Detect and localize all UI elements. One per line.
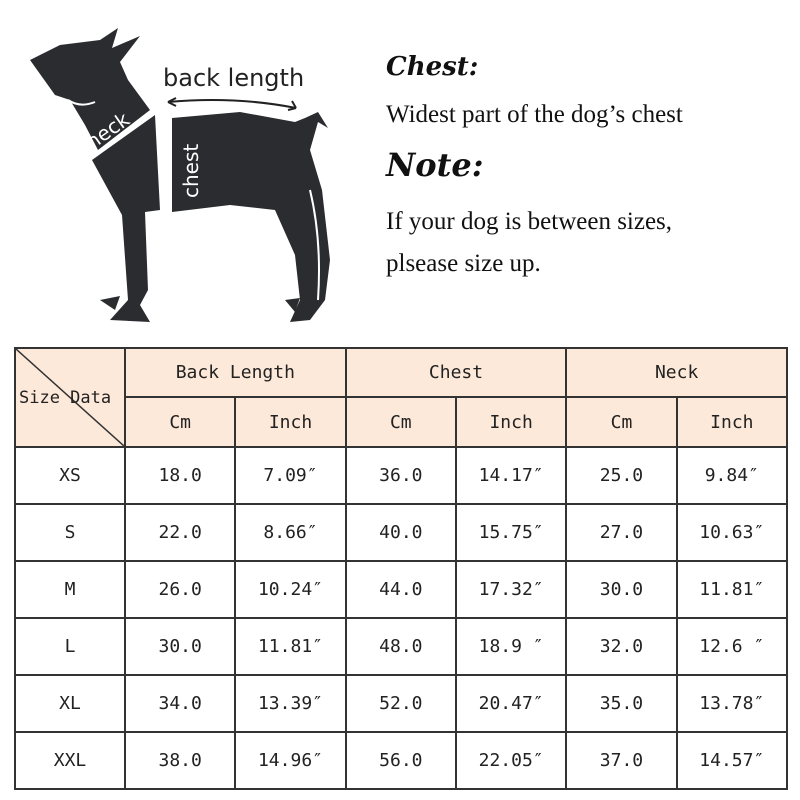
value-cell: 9.84″ <box>675 446 789 505</box>
value-cell: 30.0 <box>565 560 678 619</box>
value-cell: 56.0 <box>344 731 457 790</box>
note-line-1: If your dog is between sizes, <box>386 208 673 235</box>
size-cell: L <box>14 617 126 676</box>
value-cell: 27.0 <box>565 503 678 562</box>
value-cell: 18.9 ″ <box>454 617 568 676</box>
value-cell: 20.47″ <box>454 674 568 733</box>
chest-title: Chest: <box>386 52 479 82</box>
value-cell: 34.0 <box>123 674 237 733</box>
value-cell: 8.66″ <box>234 503 347 562</box>
value-cell: 38.0 <box>123 731 237 790</box>
value-cell: 32.0 <box>565 617 678 676</box>
table-row: XS 18.0 7.09″ 36.0 14.17″ 25.0 9.84″ <box>14 446 789 505</box>
header-row-units: Cm Inch Cm Inch Cm Inch <box>15 396 789 448</box>
value-cell: 14.96″ <box>234 731 347 790</box>
value-cell: 15.75″ <box>454 503 568 562</box>
unit-header: Cm <box>123 396 237 448</box>
unit-header: Cm <box>565 396 678 448</box>
table-row: XL 34.0 13.39″ 52.0 20.47″ 35.0 13.78″ <box>14 674 789 733</box>
chest-description: Widest part of the dog’s chest <box>386 101 683 128</box>
corner-cell: Size Data <box>14 347 126 448</box>
group-header-back-length: Back Length <box>124 347 347 398</box>
dog-measurement-illustration: back length neck chest <box>30 28 330 322</box>
back-length-label: back length <box>163 64 304 92</box>
value-cell: 13.39″ <box>234 674 347 733</box>
value-cell: 11.81″ <box>234 617 347 676</box>
value-cell: 22.0 <box>123 503 237 562</box>
size-cell: S <box>14 503 126 562</box>
table-row: XXL 38.0 14.96″ 56.0 22.05″ 37.0 14.57″ <box>14 731 789 790</box>
table-row: L 30.0 11.81″ 48.0 18.9 ″ 32.0 12.6 ″ <box>14 617 789 676</box>
value-cell: 26.0 <box>123 560 237 619</box>
unit-header: Cm <box>344 396 457 448</box>
value-cell: 22.05″ <box>454 731 568 790</box>
unit-header: Inch <box>454 396 568 448</box>
size-chart-table: Size Data Back Length Chest Neck Cm Inch… <box>14 347 789 790</box>
group-header-chest: Chest <box>344 347 568 398</box>
corner-label: Size Data <box>19 387 112 408</box>
note-title: Note: <box>386 146 484 184</box>
value-cell: 17.32″ <box>454 560 568 619</box>
value-cell: 13.78″ <box>675 674 789 733</box>
unit-header: Inch <box>234 396 347 448</box>
note-line-2: plsease size up. <box>386 250 541 277</box>
header-row-groups: Size Data Back Length Chest Neck <box>14 347 788 448</box>
value-cell: 36.0 <box>344 446 457 505</box>
value-cell: 35.0 <box>565 674 678 733</box>
table-row: M 26.0 10.24″ 44.0 17.32″ 30.0 11.81″ <box>14 560 789 619</box>
size-cell: XS <box>14 446 126 505</box>
value-cell: 14.57″ <box>675 731 789 790</box>
value-cell: 40.0 <box>344 503 457 562</box>
dog-silhouette <box>30 28 330 322</box>
chest-label: chest <box>179 144 203 198</box>
value-cell: 12.6 ″ <box>675 617 789 676</box>
value-cell: 30.0 <box>123 617 237 676</box>
value-cell: 14.17″ <box>454 446 568 505</box>
value-cell: 18.0 <box>123 446 237 505</box>
value-cell: 44.0 <box>344 560 457 619</box>
group-header-neck: Neck <box>565 347 788 398</box>
value-cell: 52.0 <box>344 674 457 733</box>
table-row: S 22.0 8.66″ 40.0 15.75″ 27.0 10.63″ <box>14 503 789 562</box>
value-cell: 7.09″ <box>234 446 347 505</box>
unit-header: Inch <box>675 396 789 448</box>
size-cell: XXL <box>14 731 126 790</box>
value-cell: 37.0 <box>565 731 678 790</box>
value-cell: 11.81″ <box>675 560 789 619</box>
back-length-arrow <box>167 99 297 109</box>
size-cell: M <box>14 560 126 619</box>
value-cell: 10.63″ <box>675 503 789 562</box>
value-cell: 25.0 <box>565 446 678 505</box>
size-cell: XL <box>14 674 126 733</box>
value-cell: 48.0 <box>344 617 457 676</box>
value-cell: 10.24″ <box>234 560 347 619</box>
